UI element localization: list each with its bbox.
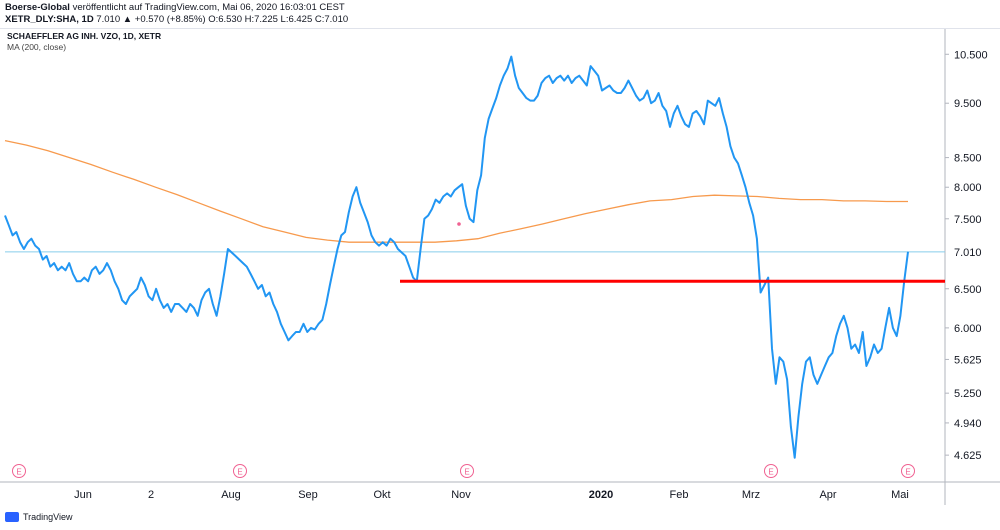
y-tick-label: 4.625 bbox=[954, 450, 982, 462]
symbol-label: XETR_DLY:SHA, 1D bbox=[5, 14, 94, 25]
x-tick-label: Nov bbox=[451, 489, 471, 501]
marker-dot bbox=[457, 222, 461, 226]
earnings-marker-icon[interactable] bbox=[460, 464, 474, 478]
earnings-marker-icon[interactable] bbox=[764, 464, 778, 478]
last-price-badge bbox=[946, 243, 1000, 260]
y-tick-label: 7.500 bbox=[954, 214, 982, 226]
brand-footer: TradingView bbox=[5, 512, 73, 522]
last-price-label: 7.010 bbox=[954, 247, 982, 259]
x-tick-label: Mrz bbox=[742, 489, 760, 501]
y-tick-label: 8.000 bbox=[954, 182, 982, 194]
y-tick-label: 9.500 bbox=[954, 98, 982, 110]
price-line[interactable] bbox=[4, 55, 909, 459]
x-tick-label: Feb bbox=[670, 489, 689, 501]
x-tick-label: Sep bbox=[298, 489, 318, 501]
x-tick-label: Okt bbox=[373, 489, 390, 501]
x-tick-label: 2 bbox=[148, 489, 154, 501]
x-tick-label: Jun bbox=[74, 489, 92, 501]
price-chart[interactable]: 10.500 9.500 8.500 8.000 7.500 6.500 6.000 5.62… bbox=[0, 28, 1000, 518]
earnings-marker-icon[interactable] bbox=[12, 464, 26, 478]
ma-200-line bbox=[4, 139, 908, 243]
x-tick-label: Aug bbox=[221, 489, 241, 501]
earnings-marker-label: E bbox=[464, 468, 469, 477]
publication-line: Boerse-Global veröffentlicht auf Trading… bbox=[5, 2, 348, 14]
earnings-marker-icon[interactable] bbox=[901, 464, 915, 478]
publication-info: veröffentlicht auf TradingView.com, Mai … bbox=[69, 2, 345, 13]
legend-symbol-title: SCHAEFFLER AG INH. VZO, 1D, XETR bbox=[7, 31, 162, 41]
brand-name[interactable]: TradingView bbox=[23, 512, 73, 522]
publication-header: Boerse-Global veröffentlicht auf Trading… bbox=[5, 2, 348, 26]
chart-legend: SCHAEFFLER AG INH. VZO, 1D, XETR MA (200… bbox=[7, 31, 161, 53]
x-tick-label: Mai bbox=[891, 489, 909, 501]
legend-indicator[interactable]: MA (200, close) bbox=[7, 42, 67, 52]
y-tick-label: 5.250 bbox=[954, 388, 982, 400]
x-tick-label: Apr bbox=[819, 489, 836, 501]
y-tick-label: 8.500 bbox=[954, 153, 982, 165]
earnings-marker-label: E bbox=[905, 468, 910, 477]
publisher-name[interactable]: Boerse-Global bbox=[5, 2, 70, 13]
y-tick-label: 4.940 bbox=[954, 418, 982, 430]
x-tick-label: 2020 bbox=[589, 489, 613, 501]
y-tick-label: 10.500 bbox=[954, 49, 988, 61]
earnings-marker-label: E bbox=[237, 468, 242, 477]
earnings-marker-label: E bbox=[768, 468, 773, 477]
y-tick-label: 5.625 bbox=[954, 354, 982, 366]
y-tick-label: 6.500 bbox=[954, 284, 982, 296]
earnings-marker-icon[interactable] bbox=[233, 464, 247, 478]
earnings-marker-label: E bbox=[16, 468, 21, 477]
ohlc-values: 7.010 ▲ +0.570 (+8.85%) O:6.530 H:7.225 … bbox=[93, 14, 349, 25]
tradingview-logo-icon bbox=[5, 512, 19, 522]
y-tick-label: 6.000 bbox=[954, 323, 982, 335]
ohlc-line: XETR_DLY:SHA, 1D 7.010 ▲ +0.570 (+8.85%)… bbox=[5, 14, 348, 26]
